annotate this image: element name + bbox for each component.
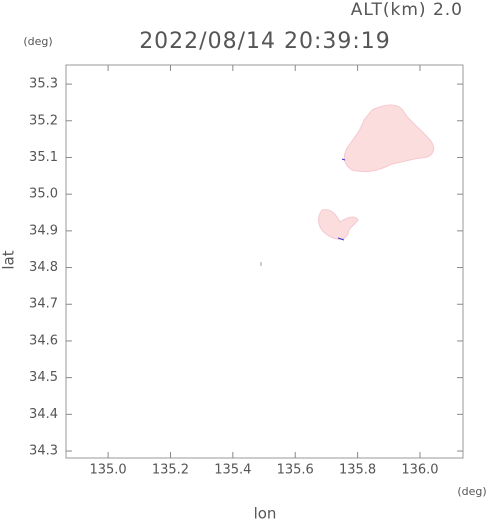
x-tick-label: 135.2: [152, 463, 189, 478]
x-tick-label: 136.0: [401, 463, 438, 478]
y-tick-label: 35.2: [29, 113, 58, 128]
x-axis-label: lon: [254, 505, 277, 521]
y-tick-label: 34.9: [29, 223, 58, 238]
y-axis-label: lat: [0, 250, 18, 269]
y-tick-label: 34.3: [29, 444, 58, 459]
altitude-label: ALT(km) 2.0: [351, 0, 463, 20]
x-tick-label: 135.4: [214, 463, 251, 478]
x-tick-label: 135.8: [339, 463, 376, 478]
y-tick-label: 35.0: [29, 187, 58, 202]
plot-frame: [65, 64, 464, 459]
x-unit: (deg): [457, 485, 486, 498]
chart-title: 2022/08/14 20:39:19: [139, 29, 391, 54]
x-tick-label: 135.0: [89, 463, 126, 478]
echo-edge: [337, 237, 345, 241]
echo-region: [318, 209, 359, 240]
x-tick-label: 135.6: [277, 463, 314, 478]
y-tick-label: 34.4: [29, 407, 58, 422]
y-tick-label: 34.7: [29, 297, 58, 312]
y-unit: (deg): [23, 35, 52, 48]
echo-edge: [341, 158, 346, 161]
y-tick-label: 35.3: [29, 77, 58, 92]
y-tick-label: 34.6: [29, 333, 58, 348]
y-tick-label: 34.5: [29, 370, 58, 385]
y-tick-label: 34.8: [29, 260, 58, 275]
y-tick-label: 35.1: [29, 150, 58, 165]
echo-region: [343, 104, 435, 173]
echo-regions: [260, 104, 435, 266]
